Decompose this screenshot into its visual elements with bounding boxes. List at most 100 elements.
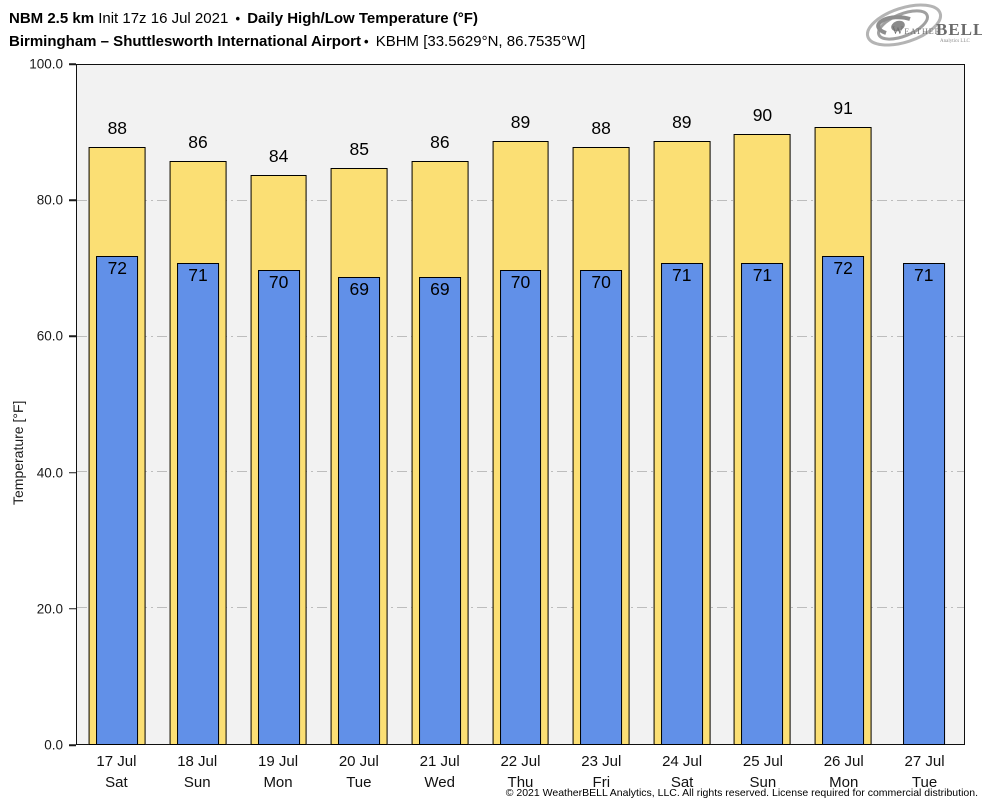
x-tick-label-2: 18 Jul Sun (157, 751, 238, 793)
high-value-label: 91 (833, 98, 853, 119)
bar-group-9: 90 71 (722, 65, 803, 745)
x-axis-labels: 17 Jul Sat 18 Jul Sun 19 Jul Mon 20 Jul Tue 21 J… (76, 751, 965, 793)
x-tick-date: 26 Jul (823, 753, 864, 770)
low-bar: 71 (902, 262, 945, 745)
y-tick-label-0: 0.0 (44, 737, 63, 753)
x-tick-date: 17 Jul (96, 753, 137, 770)
x-tick-date: 20 Jul (338, 753, 379, 770)
bar-group-3: 84 70 (238, 65, 319, 745)
high-value-label: 84 (268, 145, 289, 166)
plot-area: 88 72 86 71 84 70 85 69 86 69 89 70 88 70 89 71 90 71 91 72… (76, 64, 965, 745)
station-coordinates: KBHM [33.5629°N, 86.7535°W] (371, 33, 586, 50)
bar-group-11: 71 (883, 65, 964, 745)
low-bar: 70 (257, 269, 300, 745)
x-tick-date: 27 Jul (904, 753, 945, 770)
low-value-label: 69 (349, 278, 369, 299)
title-line-2: Birmingham – Shuttlesworth International… (9, 30, 585, 53)
x-tick-weekday: Wed (424, 774, 455, 791)
high-value-label: 89 (672, 111, 692, 132)
y-tick-mark-80 (69, 199, 76, 201)
x-tick-label-9: 25 Jul Sun (723, 751, 804, 793)
low-value-label: 71 (913, 264, 934, 285)
station-name: Birmingham – Shuttlesworth International… (9, 33, 361, 50)
bar-group-4: 85 69 (319, 65, 400, 745)
init-time: Init 17z 16 Jul 2021 (94, 10, 233, 27)
x-tick-label-3: 19 Jul Mon (238, 751, 319, 793)
low-value-label: 70 (268, 271, 289, 292)
high-value-label: 88 (591, 118, 611, 139)
high-value-label: 86 (430, 132, 450, 153)
high-value-label: 85 (349, 138, 369, 159)
x-tick-date: 18 Jul (177, 753, 218, 770)
low-bar: 72 (822, 256, 865, 745)
model-name: NBM 2.5 km (9, 10, 95, 27)
x-tick-label-6: 22 Jul Thu (480, 751, 561, 793)
bar-group-5: 86 69 (400, 65, 481, 745)
low-value-label: 71 (188, 264, 208, 285)
y-tick-label-80: 80.0 (36, 192, 63, 208)
copyright-text: © 2021 WeatherBELL Analytics, LLC. All r… (505, 787, 978, 799)
low-bar: 69 (338, 276, 381, 745)
x-tick-weekday: Sat (670, 774, 694, 791)
title-block: NBM 2.5 km Init 17z 16 Jul 2021 • Daily … (9, 7, 585, 53)
bar-group-1: 88 72 (77, 65, 158, 745)
x-tick-weekday: Fri (592, 774, 611, 791)
bar-group-7: 88 70 (561, 65, 642, 745)
x-tick-label-4: 20 Jul Tue (318, 751, 399, 793)
x-tick-weekday: Sun (183, 774, 211, 791)
low-bar: 70 (499, 269, 542, 745)
x-tick-date: 19 Jul (258, 753, 299, 770)
hurricane-swirl-icon: Weather BELL Analytics LLC (865, 3, 984, 47)
low-value-label: 71 (672, 264, 692, 285)
high-value-label: 86 (188, 132, 208, 153)
x-tick-date: 23 Jul (581, 753, 622, 770)
x-tick-date: 22 Jul (500, 753, 541, 770)
low-value-label: 70 (591, 271, 611, 292)
weatherbell-logo: Weather BELL Analytics LLC (856, 0, 984, 50)
product-name: Daily High/Low Temperature (°F) (243, 10, 478, 27)
low-value-label: 69 (430, 278, 450, 299)
y-tick-mark-60 (69, 335, 76, 338)
x-tick-label-11: 27 Jul Tue (884, 751, 965, 793)
x-tick-weekday: Sat (105, 774, 128, 791)
high-value-label: 88 (107, 118, 128, 139)
y-tick-label-100: 100.0 (29, 56, 63, 72)
y-tick-mark-100 (69, 63, 76, 65)
x-tick-label-1: 17 Jul Sat (76, 751, 157, 793)
x-tick-weekday: Mon (829, 774, 859, 791)
high-value-label: 90 (752, 104, 773, 125)
low-value-label: 72 (833, 258, 853, 279)
bar-group-6: 89 70 (480, 65, 561, 745)
low-bar: 71 (176, 262, 219, 745)
high-value-label: 89 (510, 111, 531, 132)
low-bar: 71 (741, 262, 784, 745)
bullet-separator-2: • (363, 34, 369, 49)
x-tick-weekday: Thu (507, 774, 534, 791)
logo-text-weather: Weather (892, 23, 941, 37)
y-tick-label-40: 40.0 (36, 465, 63, 481)
y-tick-mark-0 (69, 744, 76, 746)
x-tick-label-7: 23 Jul Fri (561, 751, 642, 793)
y-axis-ticks: 0.0 20.0 40.0 60.0 80.0 100.0 (0, 57, 76, 753)
low-value-label: 72 (107, 258, 128, 279)
logo-text-bell: BELL (936, 20, 982, 39)
x-tick-label-8: 24 Jul Sat (642, 751, 723, 793)
bar-groups: 88 72 86 71 84 70 85 69 86 69 89 70 88 70 89 71 90 71 91 72… (77, 65, 964, 745)
bar-group-10: 91 72 (803, 65, 884, 745)
x-tick-weekday: Tue (911, 774, 938, 791)
x-tick-weekday: Mon (263, 774, 293, 791)
y-tick-mark-20 (69, 608, 76, 610)
low-bar: 72 (96, 256, 139, 745)
y-tick-mark-40 (69, 471, 76, 474)
bar-group-2: 86 71 (158, 65, 239, 745)
y-tick-label-20: 20.0 (36, 601, 63, 617)
low-bar: 69 (418, 276, 461, 745)
x-tick-date: 21 Jul (419, 753, 460, 770)
low-value-label: 71 (752, 264, 773, 285)
low-bar: 70 (580, 269, 623, 745)
x-tick-weekday: Tue (346, 774, 372, 791)
x-tick-weekday: Sun (749, 774, 777, 791)
bullet-separator: • (235, 11, 241, 26)
title-line-1: NBM 2.5 km Init 17z 16 Jul 2021 • Daily … (9, 7, 585, 30)
